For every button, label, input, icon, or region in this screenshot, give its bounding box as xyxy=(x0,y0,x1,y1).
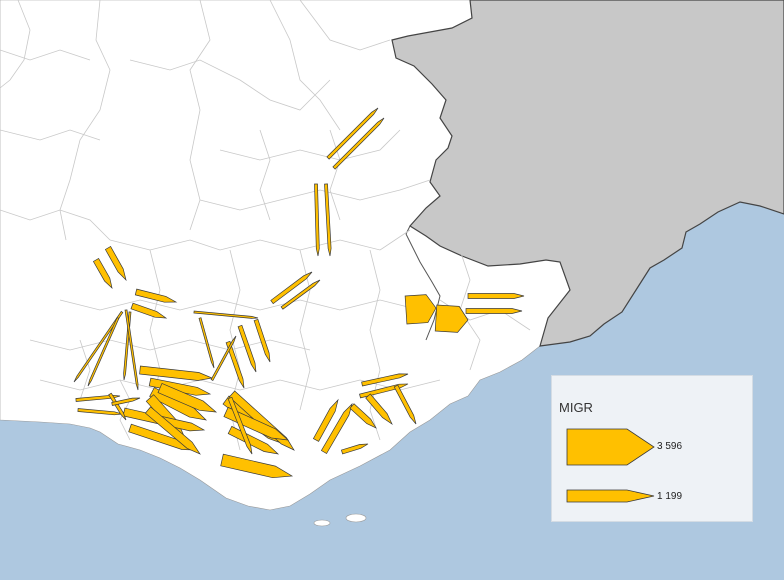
flow-arrow xyxy=(434,304,469,333)
italy-land xyxy=(391,0,784,347)
flow-arrow xyxy=(361,373,409,387)
legend-arrow-large xyxy=(566,428,655,466)
flow-arrow xyxy=(92,258,113,290)
flow-arrow xyxy=(270,271,313,305)
flow-arrow xyxy=(193,310,259,319)
flow-arrow xyxy=(73,310,124,383)
flow-arrow xyxy=(332,117,385,170)
legend-arrow-small xyxy=(566,489,655,503)
flow-arrow xyxy=(280,279,321,310)
flow-arrow xyxy=(148,377,212,396)
flow-arrow xyxy=(220,453,294,479)
flow-arrow xyxy=(253,318,271,363)
flow-arrow xyxy=(324,183,332,257)
flow-arrow xyxy=(320,402,353,454)
flow-arrow xyxy=(144,406,201,455)
flow-arrow xyxy=(210,335,237,381)
flow-arrow xyxy=(124,309,139,391)
migration-flows xyxy=(73,107,525,479)
flow-arrow xyxy=(87,317,120,387)
island xyxy=(345,513,367,523)
flow-arrow xyxy=(149,387,208,421)
flow-arrow xyxy=(75,394,121,402)
flow-arrow xyxy=(349,403,377,429)
legend-max-label: 3 596 xyxy=(657,441,683,452)
flow-arrow xyxy=(237,324,257,373)
flow-arrow xyxy=(227,396,253,455)
flow-arrow xyxy=(134,288,178,303)
flow-arrow xyxy=(314,183,320,257)
flow-arrow xyxy=(365,393,393,426)
flow-arrow xyxy=(130,302,168,319)
flow-arrow xyxy=(139,365,214,381)
flow-arrow xyxy=(157,382,218,413)
flow-arrow xyxy=(340,443,369,455)
flow-arrow xyxy=(467,293,525,299)
flow-arrow xyxy=(227,425,280,455)
flow-arrow xyxy=(108,392,127,421)
flow-arrow xyxy=(111,397,141,406)
flow-arrow xyxy=(77,408,123,416)
legend-symbols xyxy=(566,428,655,503)
legend-title: MIGR xyxy=(559,400,593,415)
flow-arrow xyxy=(104,246,127,282)
flow-arrow xyxy=(225,340,245,389)
flow-arrow xyxy=(198,317,215,369)
flow-arrow xyxy=(312,398,339,442)
flow-arrow xyxy=(223,406,290,441)
island xyxy=(313,519,331,527)
flow-arrow xyxy=(393,384,417,425)
legend-min-label: 1 199 xyxy=(657,491,683,502)
flow-arrow xyxy=(465,308,523,314)
legend: MIGR 3 596 1 199 xyxy=(551,375,753,522)
flow-arrow xyxy=(326,107,379,160)
flow-arrow xyxy=(404,294,437,325)
